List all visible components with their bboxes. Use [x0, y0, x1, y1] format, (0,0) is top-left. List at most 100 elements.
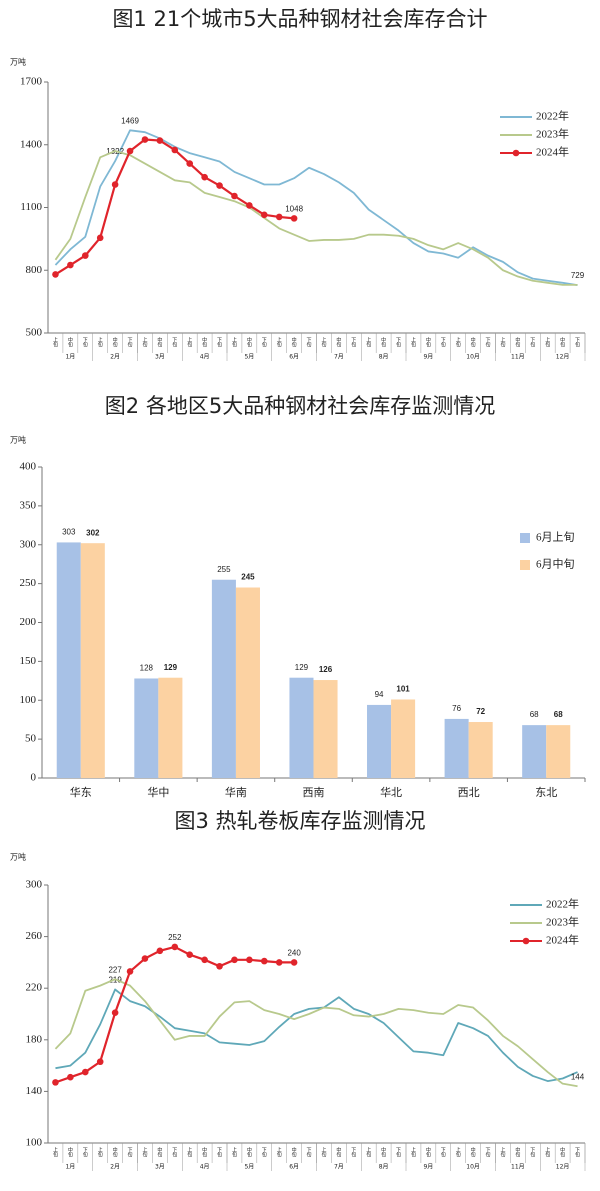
chart-title: 图1 21个城市5大品种钢材社会库存合计 — [112, 7, 487, 31]
x-tick-label: 中旬 — [156, 1146, 162, 1158]
x-tick-label: 下旬 — [395, 1147, 401, 1158]
data-point — [67, 261, 74, 269]
bar — [158, 677, 183, 778]
data-label: 245 — [241, 573, 255, 582]
x-group-label: 2月 — [110, 354, 120, 361]
data-label: 68 — [554, 710, 563, 719]
x-tick-label: 中旬 — [470, 336, 476, 348]
x-tick-label: 下旬 — [350, 1147, 356, 1158]
data-label: 1469 — [121, 116, 139, 125]
x-tick-label: 上旬 — [455, 336, 461, 348]
y-axis-unit: 万吨 — [10, 57, 26, 67]
x-group-label: 6月 — [289, 1164, 299, 1171]
data-point — [96, 234, 104, 242]
data-label: 240 — [287, 949, 301, 958]
x-tick-label: 下旬 — [306, 337, 312, 348]
y-tick-label: 50 — [25, 733, 37, 745]
data-label: 729 — [571, 271, 585, 280]
x-tick-label: 中旬 — [246, 1146, 252, 1158]
x-tick-label: 下旬 — [395, 337, 401, 348]
x-group-label: 10月 — [466, 354, 480, 361]
x-tick-label: 中旬 — [112, 1146, 118, 1158]
x-tick-label: 中旬 — [246, 336, 252, 348]
x-tick-label: 下旬 — [82, 1147, 88, 1158]
x-tick-label: 下旬 — [171, 1147, 177, 1158]
x-tick-label: 下旬 — [127, 1147, 133, 1158]
y-axis-unit: 万吨 — [10, 852, 26, 862]
x-tick-label: 下旬 — [529, 337, 535, 348]
x-tick-label: 中旬 — [559, 336, 565, 348]
x-tick-label: 下旬 — [574, 337, 580, 348]
y-tick-label: 260 — [26, 930, 43, 942]
x-group-label: 5月 — [244, 354, 254, 361]
legend-label: 2024年 — [546, 933, 579, 947]
data-label: 1048 — [285, 204, 303, 213]
x-tick-label: 中旬 — [559, 1146, 565, 1158]
bar — [391, 699, 416, 778]
legend-label: 2024年 — [536, 145, 569, 159]
data-point — [126, 968, 134, 975]
data-label: 76 — [452, 704, 461, 713]
chart-title: 图2 各地区5大品种钢材社会库存监测情况 — [105, 394, 495, 418]
x-tick-label: 中旬 — [514, 1146, 520, 1158]
data-point — [171, 146, 179, 154]
data-label: 227 — [108, 965, 122, 974]
x-group-label: 4月 — [200, 1164, 210, 1171]
y-tick-label: 1100 — [20, 201, 42, 213]
bar — [211, 579, 236, 778]
bar — [468, 722, 493, 778]
data-label: 129 — [295, 663, 309, 672]
x-tick-label: 上旬 — [320, 336, 326, 348]
x-tick-label: 中旬 — [112, 336, 118, 348]
x-tick-label: 下旬 — [261, 1147, 267, 1158]
x-tick-label: 上旬 — [544, 1146, 550, 1158]
x-tick-label: 上旬 — [499, 336, 505, 348]
x-group-label: 3月 — [155, 354, 165, 361]
legend-swatch — [520, 533, 530, 543]
x-group-label: 5月 — [244, 1164, 254, 1171]
x-group-label: 2月 — [110, 1164, 120, 1171]
x-tick-label: 中旬 — [201, 336, 207, 348]
data-point — [275, 213, 283, 221]
data-point — [290, 215, 298, 222]
x-tick-label: 西北 — [458, 786, 480, 799]
x-tick-label: 下旬 — [485, 1147, 491, 1158]
data-point — [156, 947, 164, 955]
y-tick-label: 140 — [26, 1085, 43, 1097]
x-tick-label: 中旬 — [470, 1146, 476, 1158]
x-tick-label: 中旬 — [156, 336, 162, 348]
bar — [134, 678, 159, 778]
x-tick-label: 下旬 — [127, 337, 133, 348]
y-tick-label: 100 — [26, 1137, 43, 1149]
x-group-label: 8月 — [379, 354, 389, 361]
x-group-label: 11月 — [511, 354, 525, 361]
data-point — [216, 182, 223, 189]
x-tick-label: 上旬 — [186, 336, 192, 348]
y-tick-label: 150 — [20, 655, 37, 667]
y-tick-label: 300 — [20, 538, 37, 550]
x-tick-label: 上旬 — [455, 1146, 461, 1158]
x-tick-label: 下旬 — [529, 1147, 535, 1158]
x-group-label: 1月 — [65, 1164, 75, 1171]
bar — [56, 542, 81, 778]
data-point — [67, 1073, 74, 1081]
data-point — [260, 211, 268, 219]
data-label: 302 — [86, 528, 100, 537]
data-label: 72 — [476, 707, 485, 716]
x-tick-label: 中旬 — [291, 1146, 297, 1158]
x-tick-label: 下旬 — [216, 337, 222, 348]
x-tick-label: 上旬 — [410, 336, 416, 348]
y-tick-label: 200 — [20, 616, 37, 628]
data-point — [81, 252, 89, 259]
x-group-label: 3月 — [155, 1164, 165, 1171]
data-point — [52, 1079, 59, 1086]
data-point — [260, 957, 268, 965]
series-line — [55, 988, 578, 1082]
y-tick-label: 500 — [26, 327, 43, 339]
x-tick-label: 中旬 — [380, 336, 386, 348]
x-tick-label: 中旬 — [67, 1146, 73, 1158]
x-tick-label: 中旬 — [514, 336, 520, 348]
data-point — [201, 173, 208, 181]
data-point — [111, 1009, 119, 1017]
data-point — [126, 147, 134, 155]
